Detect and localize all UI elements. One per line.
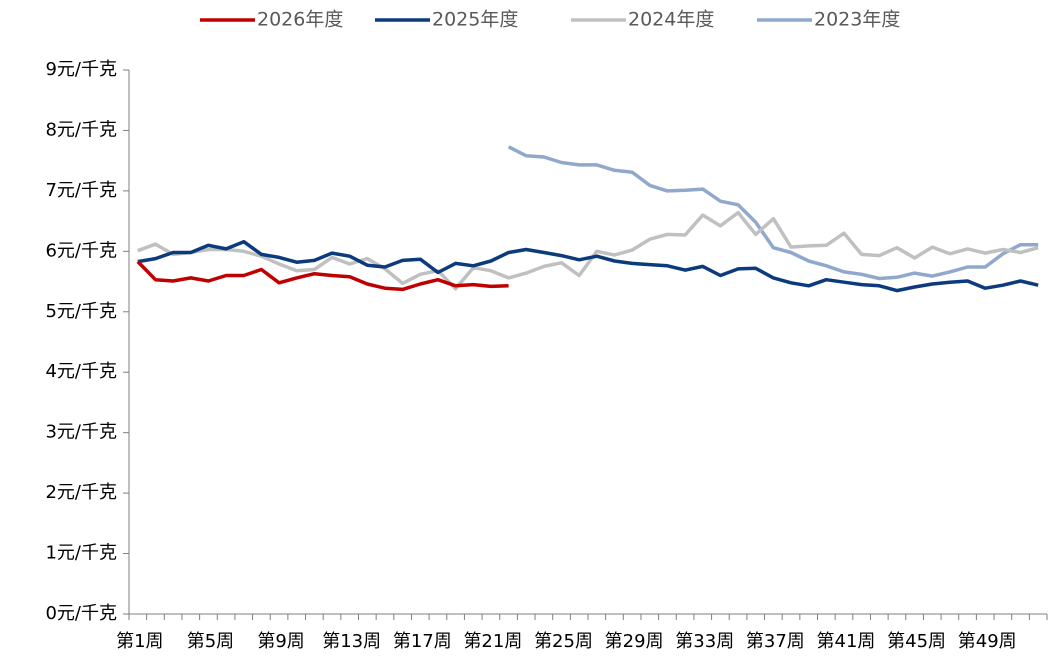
- y-tick-label: 6元/千克: [45, 240, 117, 261]
- y-tick-label: 2元/千克: [45, 482, 117, 503]
- series-line: [507, 145, 1039, 281]
- y-tick-label: 3元/千克: [45, 422, 117, 443]
- x-tick-label: 第21周: [463, 631, 522, 652]
- legend-label: 2023年度: [814, 9, 900, 31]
- series-line: [136, 260, 509, 292]
- x-tick-label: 第17周: [393, 631, 452, 652]
- y-tick-label: 4元/千克: [45, 361, 117, 382]
- x-tick-label: 第9周: [257, 631, 304, 652]
- x-tick-label: 第49周: [958, 631, 1017, 652]
- x-tick-label: 第29周: [605, 631, 664, 652]
- x-tick-label: 第13周: [322, 631, 381, 652]
- x-tick-label: 第25周: [534, 631, 593, 652]
- x-tick-label: 第33周: [675, 631, 734, 652]
- legend-label: 2024年度: [628, 9, 714, 31]
- x-tick-label: 第45周: [887, 631, 946, 652]
- x-tick-label: 第37周: [746, 631, 805, 652]
- y-tick-label: 5元/千克: [45, 301, 117, 322]
- y-tick-label: 8元/千克: [45, 119, 117, 140]
- x-tick-label: 第1周: [116, 631, 163, 652]
- x-tick-label: 第5周: [187, 631, 234, 652]
- legend-label: 2025年度: [432, 9, 518, 31]
- legend-label: 2026年度: [257, 9, 343, 31]
- y-tick-label: 0元/千克: [45, 603, 117, 624]
- series-line: [137, 239, 1039, 293]
- y-tick-label: 1元/千克: [45, 543, 117, 564]
- y-tick-label: 9元/千克: [45, 59, 117, 80]
- y-tick-label: 7元/千克: [45, 180, 117, 201]
- x-tick-label: 第41周: [817, 631, 876, 652]
- series-line: [137, 210, 1039, 291]
